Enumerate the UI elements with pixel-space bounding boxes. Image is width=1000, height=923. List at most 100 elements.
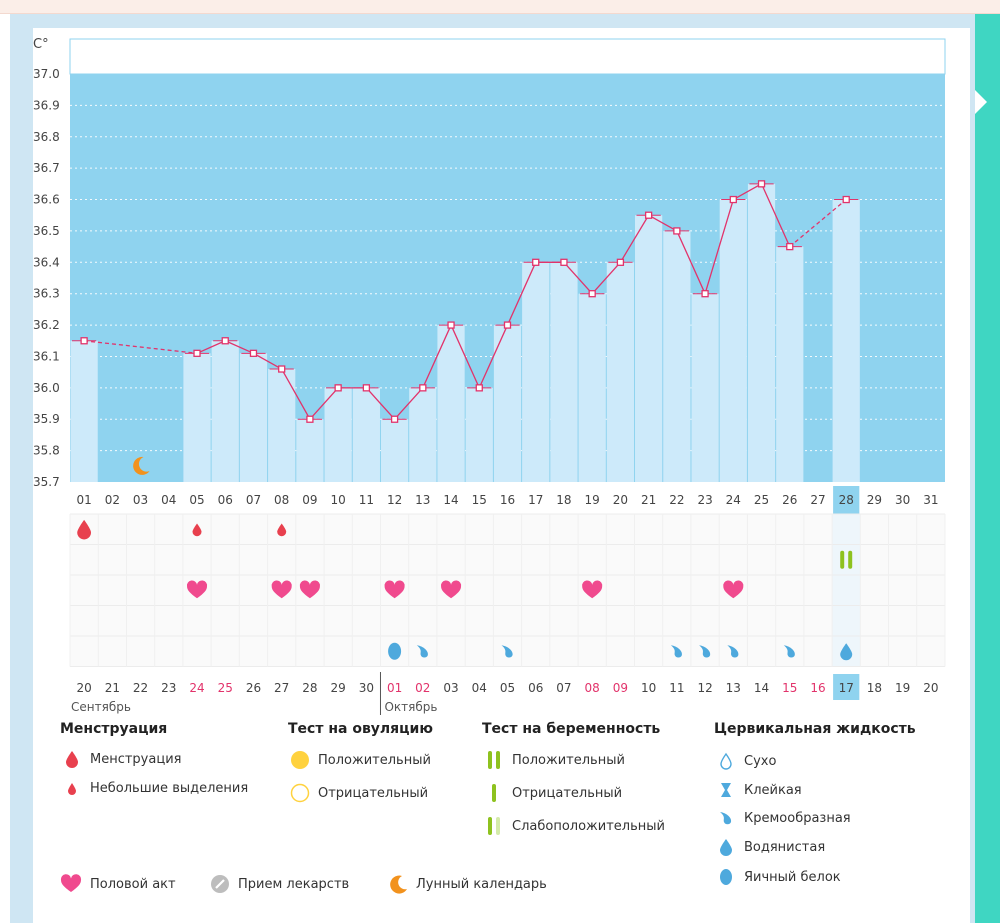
legend-item-egg-white: Яичный белок [714,868,916,886]
single-bar-icon [492,784,496,802]
temperature-point [757,180,766,188]
temperature-bar [663,230,691,482]
calendar-date-label: 02 [415,681,430,695]
legend-item-pregnancy-negative: Отрицательный [482,783,665,803]
legend-label: Положительный [512,752,625,768]
calendar-date-label: 25 [218,681,233,695]
calendar-date-label: 18 [867,681,882,695]
legend-intercourse: Половой акт [60,874,176,894]
cycle-day-label: 13 [415,493,430,507]
circle-filled-icon [291,751,309,769]
side-panel-toggle[interactable] [975,14,1000,923]
temperature-point [560,258,568,266]
temperature-line-segment [394,387,424,420]
legend-pregnancy: Тест на беременность Положительный Отриц… [482,721,665,836]
legend-ovulation: Тест на овуляцию Положительный Отрицател… [288,721,433,803]
cycle-day-label: 19 [585,493,600,507]
temperature-bar [211,340,239,482]
cycle-day-label: 12 [387,493,402,507]
legend-menstruation: Менструация Менструация Небольшие выделе… [60,721,248,796]
legend-item-watery: Водянистая [714,838,916,856]
legend-cervical-title: Цервикальная жидкость [714,721,916,737]
y-tick-label: 35.7 [33,475,60,489]
calendar-date-label: 07 [556,681,571,695]
calendar-date-label: 22 [133,681,148,695]
cycle-day-label: 17 [528,493,543,507]
y-tick-label: 36.6 [33,193,60,207]
cycle-day-label: 07 [246,493,261,507]
temperature-line-segment [619,214,650,263]
cycle-day-label: 14 [443,493,458,507]
temperature-chart: 35.7 35.8 35.9 36.0 36.1 36.2 36.3 36.4 36.5 36.6… [33,37,946,715]
y-tick-label: 36.7 [33,161,60,175]
temperature-line-segment [648,214,678,232]
y-tick-label: 36.9 [33,98,60,112]
cycle-day-label: 24 [726,493,741,507]
cycle-day-label: 01 [76,493,91,507]
legend-label: Кремообразная [744,810,851,826]
temperature-bar [635,215,663,482]
calendar-date-label: 28 [302,681,317,695]
legend-menstruation-title: Менструация [60,721,168,737]
temperature-bar [70,340,98,482]
cycle-day-label: 09 [302,493,317,507]
temperature-bar [747,183,776,482]
legend-label: Клейкая [744,782,802,798]
left-strip [0,14,10,923]
calendar-date-label: 20 [923,681,938,695]
weak-bar-icon [488,817,500,835]
temperature-point [616,258,625,266]
cycle-day-label: 10 [331,493,346,507]
temperature-bar [183,353,211,482]
temperature-point [306,415,314,423]
cycle-day-label: 30 [895,493,910,507]
legend-item-dry: Сухо [714,752,916,770]
cervical-creamy-icon [783,645,795,658]
y-tick-label: 36.3 [33,287,60,301]
temperature-bar [550,262,578,482]
y-tick-label: 35.9 [33,412,60,426]
calendar-date-label: 14 [754,681,769,695]
legend-item-ovulation-negative: Отрицательный [288,783,433,803]
temperature-bar [380,419,409,482]
temperature-bar [239,353,268,482]
legend-label: Небольшие выделения [90,781,249,796]
moon-icon [133,456,150,475]
intercourse-heart-icon [299,580,320,599]
temperature-line-segment [732,183,762,201]
temperature-point [729,195,737,204]
temperature-bar [437,325,465,482]
temperature-point [390,415,399,423]
temperature-point [278,365,286,373]
intercourse-heart-icon [186,580,208,599]
calendar-date-label: 29 [331,681,346,695]
symptom-grid [70,514,945,667]
temperature-bar [832,199,860,483]
temperature-point [588,290,596,298]
intercourse-heart-icon [723,580,744,599]
temperature-line-segment [789,199,847,248]
calendar-date-label: 03 [443,681,458,695]
temperature-point [362,384,371,392]
creamy-drop-icon [720,812,732,825]
calendar-date-label: 10 [641,681,656,695]
cycle-day-label: 26 [782,493,797,507]
cycle-day-label: 03 [133,493,148,507]
temperature-point [419,384,427,392]
cycle-day-label: 02 [105,493,120,507]
y-tick-label: 36.5 [33,224,60,238]
chart-top-frame [69,38,946,75]
temperature-bar [522,262,550,482]
temperature-point [842,195,850,204]
heart-icon [60,874,82,892]
legend-label: Отрицательный [318,785,429,801]
cervical-creamy-icon [699,645,711,658]
cycle-day-label: 29 [867,493,882,507]
temperature-bar [776,246,804,482]
temperature-bar [268,369,296,482]
temperature-point [644,211,653,219]
current-day-highlight [833,486,860,514]
chevron-right-icon[interactable] [975,90,987,114]
legend-label: Яичный белок [744,869,841,885]
temperature-line-segment [478,324,509,389]
